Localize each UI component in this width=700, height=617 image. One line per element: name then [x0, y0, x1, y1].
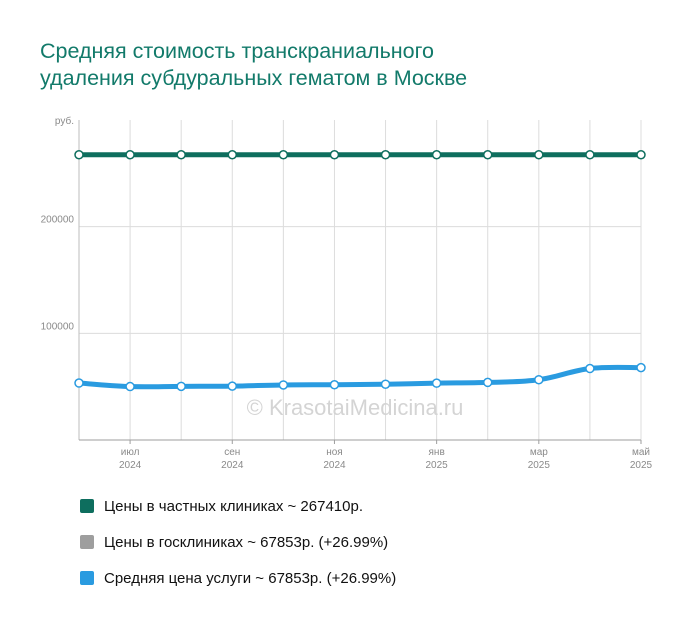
legend-item-public[interactable]: Цены в госклиниках ~ 67853р. (+26.99%) — [80, 524, 396, 560]
x-tick-label-year: 2024 — [119, 460, 142, 471]
legend-label: Цены в частных клиниках ~ 267410р. — [104, 497, 363, 515]
legend-swatch — [80, 499, 94, 513]
data-point — [585, 363, 595, 374]
legend-item-private[interactable]: Цены в частных клиниках ~ 267410р. — [80, 488, 396, 524]
chart-title-line-2: удаления субдуральных гематом в Москве — [40, 66, 468, 90]
data-point — [482, 377, 493, 388]
y-tick-label: 100000 — [41, 321, 75, 332]
x-tick-label-month: май — [632, 447, 650, 458]
data-point — [74, 378, 84, 388]
data-point — [176, 150, 186, 160]
x-tick-label-year: 2024 — [323, 460, 346, 471]
x-tick-label-month: ноя — [326, 447, 343, 458]
data-points — [74, 150, 646, 392]
data-point — [380, 379, 391, 389]
data-point — [431, 378, 442, 388]
data-point — [482, 150, 493, 160]
data-point — [278, 150, 289, 160]
legend-swatch — [80, 571, 94, 585]
x-tick-label-year: 2025 — [426, 460, 449, 471]
data-point — [125, 381, 135, 392]
x-tick-label-year: 2025 — [528, 460, 551, 471]
data-point — [329, 379, 340, 390]
x-tick-label-year: 2024 — [221, 460, 244, 471]
legend-swatch — [80, 535, 94, 549]
x-tick-label-month: янв — [429, 447, 445, 458]
chart-title: Средняя стоимость транскраниального удал… — [40, 38, 660, 92]
data-point — [227, 150, 238, 160]
data-point — [227, 381, 238, 391]
x-tick-label-month: июл — [121, 447, 140, 458]
data-point — [176, 381, 186, 392]
watermark: © KrasotaiMedicina.ru — [247, 395, 464, 420]
x-tick-label-year: 2025 — [630, 460, 653, 471]
data-point — [380, 150, 391, 160]
data-point — [278, 380, 289, 390]
data-point — [74, 150, 84, 160]
data-point — [636, 150, 646, 160]
legend-item-average[interactable]: Средняя цена услуги ~ 67853р. (+26.99%) — [80, 560, 396, 596]
line-chart: 100000 200000 руб. июл 2024 сен 2024 ноя 2024 янв… — [41, 115, 653, 471]
data-point — [636, 362, 646, 373]
y-unit-label: руб. — [55, 115, 74, 127]
x-tick-label-month: сен — [224, 447, 240, 458]
data-point — [125, 150, 135, 160]
data-point — [534, 374, 544, 385]
data-point — [585, 150, 595, 160]
series-lines — [76, 152, 644, 390]
legend-label: Средняя цена услуги ~ 67853р. (+26.99%) — [104, 569, 397, 587]
y-tick-label: 200000 — [41, 215, 75, 226]
data-point — [431, 150, 442, 160]
data-point — [534, 150, 544, 160]
chart-title-line-1: Средняя стоимость транскраниального — [40, 39, 434, 63]
legend: Цены в частных клиниках ~ 267410р. Цены … — [80, 488, 396, 596]
grid-lines — [78, 120, 642, 440]
data-point — [329, 150, 340, 160]
series-line-1 — [76, 364, 644, 390]
x-tick-label-month: мар — [530, 447, 548, 458]
legend-label: Цены в госклиниках ~ 67853р. (+26.99%) — [104, 533, 389, 551]
